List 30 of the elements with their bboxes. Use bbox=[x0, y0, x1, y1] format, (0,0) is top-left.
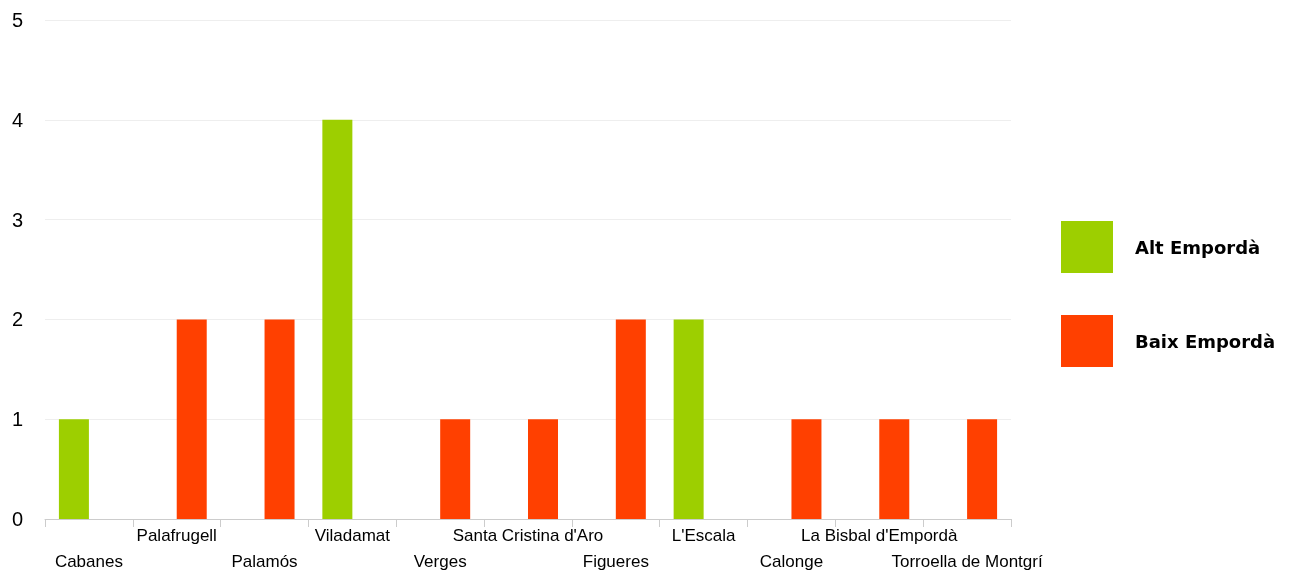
x-tick-label: Cabanes bbox=[54, 552, 123, 571]
x-tick-label: Palamós bbox=[231, 552, 298, 571]
bar bbox=[615, 319, 646, 519]
y-tick-label: 4 bbox=[11, 108, 23, 131]
text: Baix Empordà bbox=[1135, 330, 1276, 352]
bar bbox=[528, 419, 558, 519]
bar bbox=[176, 319, 207, 519]
bar bbox=[673, 319, 704, 519]
x-tick-label: Verges bbox=[413, 552, 467, 571]
x-tick-label: Palafrugell bbox=[136, 526, 217, 545]
bar bbox=[879, 419, 910, 519]
x-tick-label: Torroella de Montgrí bbox=[891, 552, 1043, 571]
bar bbox=[58, 419, 89, 519]
x-tick-label: La Bisbal d'Empordà bbox=[801, 526, 958, 545]
x-tick-label: Santa Cristina d'Aro bbox=[452, 526, 604, 545]
x-tick-label: Viladamat bbox=[314, 526, 391, 545]
x-tick-label: Calonge bbox=[759, 552, 824, 571]
x-tick-label: L'Escala bbox=[671, 526, 737, 545]
x-tick-label: Figueres bbox=[582, 552, 649, 571]
y-tick-label: 0 bbox=[11, 508, 23, 530]
bar bbox=[322, 119, 353, 519]
bar bbox=[264, 319, 295, 519]
y-tick-label: 1 bbox=[11, 408, 23, 431]
y-tick-label: 2 bbox=[11, 308, 23, 331]
y-tick-label: 5 bbox=[11, 9, 23, 31]
bar bbox=[791, 419, 822, 519]
bar bbox=[440, 419, 471, 519]
bar bbox=[967, 419, 998, 519]
text: Alt Empordà bbox=[1135, 236, 1261, 258]
y-tick-label: 3 bbox=[11, 208, 23, 231]
